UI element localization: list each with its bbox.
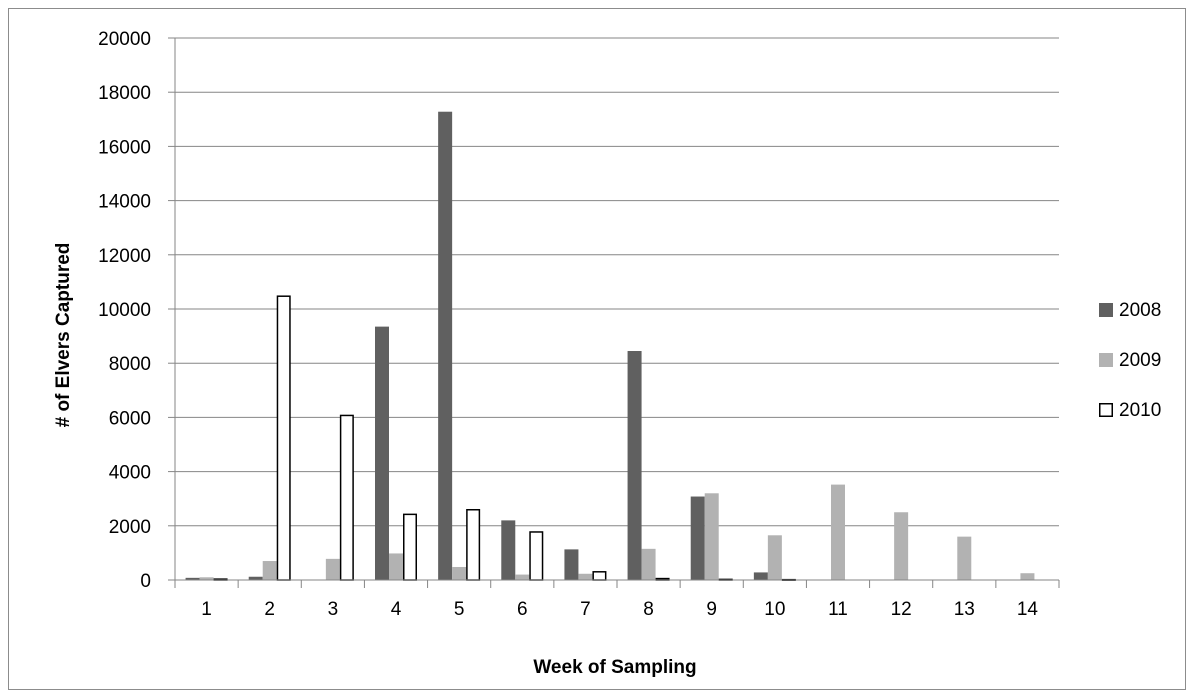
x-tick-label: 12 — [891, 599, 912, 620]
x-tick-label: 6 — [517, 599, 528, 620]
bar-2009-week-5 — [452, 566, 467, 580]
y-tick-label: 20000 — [98, 29, 151, 50]
legend-label-2010: 2010 — [1119, 400, 1161, 421]
x-axis-title: Week of Sampling — [533, 657, 696, 678]
bar-2009-week-1 — [199, 577, 214, 580]
bar-2010-week-6 — [529, 531, 544, 581]
bar-2009-week-2 — [262, 561, 277, 580]
bar-2009-week-12 — [894, 512, 909, 580]
bar-2010-week-5 — [466, 508, 481, 581]
bars — [185, 111, 1035, 581]
bar-2009-week-7 — [578, 573, 593, 580]
x-tick-label: 4 — [391, 599, 402, 620]
legend-label-2009: 2009 — [1119, 350, 1161, 371]
y-tick-label: 12000 — [98, 246, 151, 267]
legend-swatch-2008 — [1099, 303, 1113, 317]
gridlines — [175, 37, 1059, 527]
bar-2010-week-4 — [403, 513, 417, 581]
y-tick-label: 10000 — [98, 300, 151, 321]
x-tick-label: 9 — [706, 599, 717, 620]
bar-2010-week-3 — [339, 414, 354, 581]
bar-2009-week-9 — [704, 493, 719, 580]
bar-2008-week-6 — [501, 520, 516, 580]
y-tick-label: 18000 — [98, 83, 151, 104]
bar-2008-week-7 — [564, 549, 579, 580]
legend-label-2008: 2008 — [1119, 300, 1161, 321]
bar-2008-week-2 — [248, 576, 263, 580]
x-tick-label: 3 — [328, 599, 339, 620]
y-tick-label: 8000 — [109, 354, 151, 375]
bar-2008-week-4 — [375, 326, 389, 580]
axes — [168, 37, 1060, 588]
bar-2008-week-9 — [690, 496, 705, 580]
x-tick-label: 14 — [1017, 599, 1039, 620]
y-tick-label: 4000 — [109, 463, 151, 484]
legend-swatch-2010 — [1099, 403, 1113, 417]
x-tick-labels: 1 2 3 4 5 6 7 8 9 10 11 12 13 14 — [201, 599, 1038, 620]
x-tick-label: 10 — [764, 599, 785, 620]
bar-2008-week-5 — [438, 111, 453, 580]
bar-2009-week-11 — [831, 484, 845, 580]
bar-2009-week-10 — [767, 535, 782, 580]
legend-swatch-2009 — [1099, 353, 1113, 367]
y-tick-label: 14000 — [98, 192, 151, 213]
x-tick-label: 2 — [264, 599, 275, 620]
bar-2009-week-8 — [641, 548, 656, 580]
bar-2009-week-14 — [1020, 573, 1035, 580]
bar-2009-week-13 — [957, 536, 972, 580]
y-tick-labels: 0 2000 4000 6000 8000 10000 12000 14000 16000 180… — [98, 29, 151, 592]
bar-2010-week-2 — [276, 295, 291, 581]
y-tick-label: 16000 — [98, 137, 151, 158]
y-axis-title: # of Elvers Captured — [53, 243, 74, 428]
x-tick-label: 8 — [643, 599, 654, 620]
elvers-bar-chart: 0 2000 4000 6000 8000 10000 12000 14000 16000 180… — [53, 29, 1161, 678]
x-tick-label: 7 — [580, 599, 591, 620]
y-tick-label: 0 — [140, 571, 151, 592]
x-tick-label: 13 — [954, 599, 975, 620]
bar-2008-week-1 — [185, 577, 200, 580]
x-tick-label: 1 — [201, 599, 212, 620]
x-tick-label: 5 — [454, 599, 465, 620]
bar-2009-week-4 — [389, 553, 403, 580]
y-tick-label: 2000 — [109, 517, 151, 538]
bar-2010-week-7 — [592, 571, 607, 581]
bar-2008-week-10 — [753, 572, 768, 580]
chart-frame: 0 2000 4000 6000 8000 10000 12000 14000 16000 180… — [8, 8, 1186, 690]
legend: 2008 2009 2010 — [1099, 300, 1161, 421]
bar-2008-week-8 — [627, 351, 642, 580]
bar-2009-week-6 — [515, 574, 530, 580]
bar-2009-week-3 — [325, 558, 340, 580]
x-tick-label: 11 — [828, 599, 848, 620]
y-tick-label: 6000 — [109, 408, 151, 429]
